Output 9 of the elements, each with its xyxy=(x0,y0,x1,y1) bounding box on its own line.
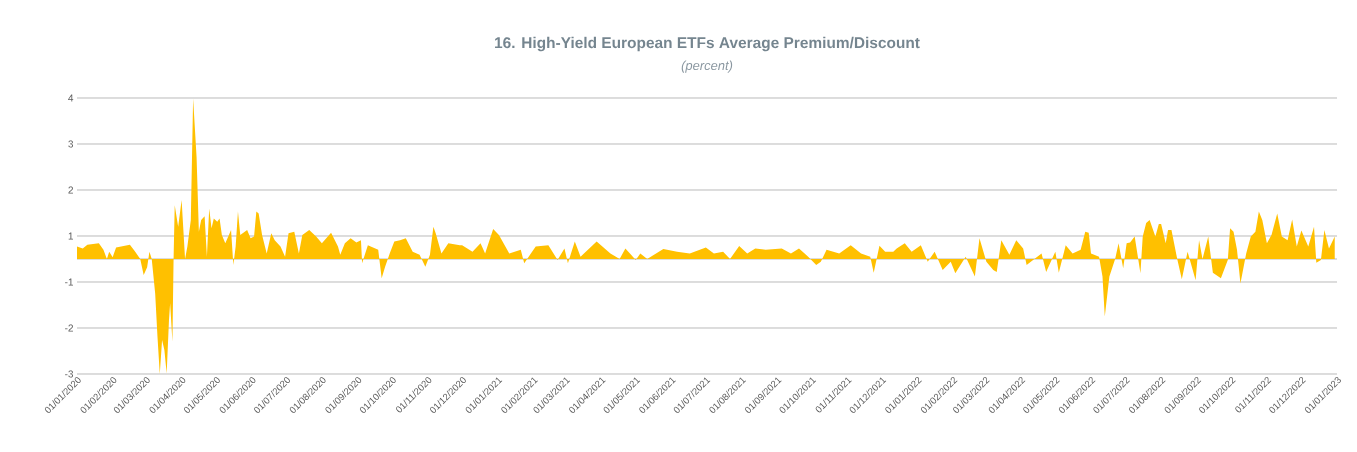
y-tick-label: 1 xyxy=(68,232,73,240)
y-tick-label: -1 xyxy=(65,278,73,286)
chart-title: 16. High-Yield European ETFs Average Premium/Discount xyxy=(495,36,920,52)
y-tick-label: -3 xyxy=(65,370,74,378)
y-tick-label: 2 xyxy=(68,186,73,194)
chart-subtitle: (percent) xyxy=(681,60,733,73)
y-tick-label: 4 xyxy=(68,94,74,102)
y-tick-label: 3 xyxy=(68,140,74,148)
y-tick-label: -2 xyxy=(65,324,73,332)
